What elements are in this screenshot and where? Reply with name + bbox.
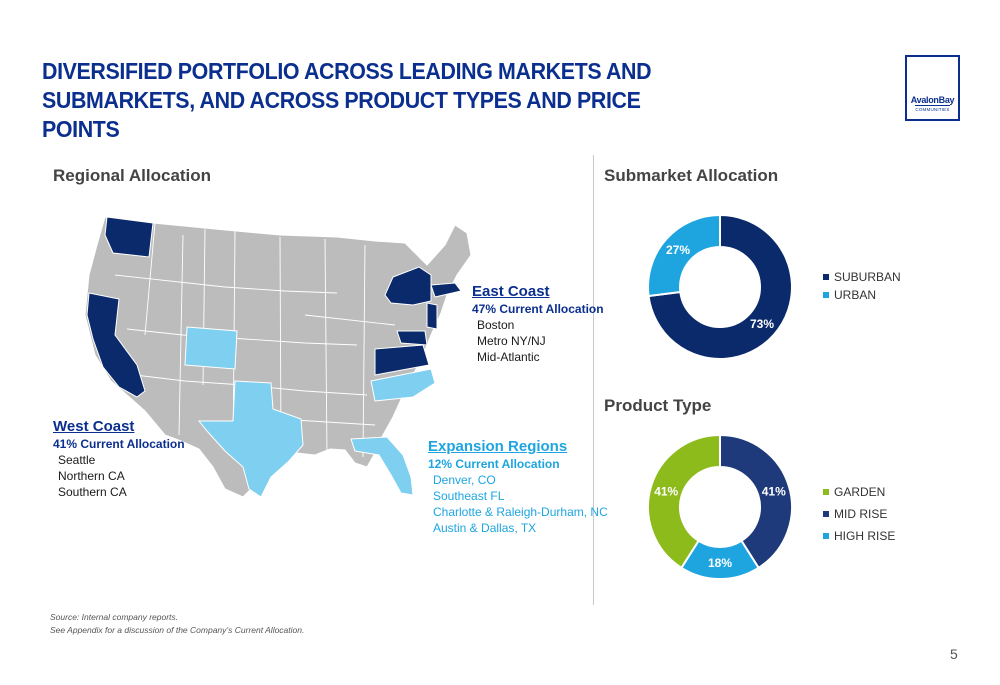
expansion-market: Southeast FL: [433, 489, 505, 503]
state-new-jersey: [426, 302, 438, 330]
west-coast-allocation: 41% Current Allocation: [53, 437, 185, 451]
legend-label: MID RISE: [834, 507, 888, 521]
legend-label: HIGH RISE: [834, 529, 896, 543]
state-maryland: [396, 330, 428, 346]
legend-label: SUBURBAN: [834, 270, 901, 284]
donut-slice-garden: [647, 433, 721, 570]
state-massachusetts: [430, 282, 462, 298]
page-title: DIVERSIFIED PORTFOLIO ACROSS LEADING MAR…: [42, 58, 652, 142]
donut-data-label: 41%: [762, 484, 786, 498]
state-virginia: [374, 344, 430, 376]
donut-slice-urban: [647, 213, 721, 298]
legend-entry: HIGH RISE: [823, 525, 895, 547]
product-type-donut-chart: 41% 18% 41%: [647, 433, 793, 580]
legend-entry: MID RISE: [823, 503, 895, 525]
state-colorado: [184, 326, 238, 370]
donut-data-label: 73%: [750, 317, 774, 331]
legend-swatch: [823, 292, 829, 298]
expansion-market: Austin & Dallas, TX: [433, 521, 537, 535]
state-north-carolina: [370, 368, 436, 402]
expansion-market: Denver, CO: [433, 473, 496, 487]
legend-label: URBAN: [834, 288, 877, 302]
column-divider: [593, 155, 594, 605]
legend-swatch: [823, 274, 829, 280]
legend-swatch: [823, 489, 829, 495]
west-coast-market: Southern CA: [58, 485, 127, 499]
expansion-regions-allocation: 12% Current Allocation: [428, 457, 560, 471]
state-california: [86, 292, 146, 398]
east-coast-market: Mid-Atlantic: [477, 350, 540, 364]
east-coast-market: Metro NY/NJ: [477, 334, 546, 348]
state-florida: [350, 436, 414, 496]
west-coast-market: Northern CA: [58, 469, 125, 483]
logo-brand: AvalonBay: [910, 95, 955, 105]
logo-sub: COMMUNITIES: [915, 107, 950, 112]
state-washington: [104, 216, 154, 258]
legend-entry: GARDEN: [823, 481, 895, 503]
west-coast-market: Seattle: [58, 453, 96, 467]
donut-slice-suburban: [647, 213, 793, 360]
product-type-heading: Product Type: [604, 396, 712, 415]
legend-swatch: [823, 533, 829, 539]
legend-entry: URBAN: [823, 286, 901, 304]
expansion-market: Charlotte & Raleigh-Durham, NC: [433, 505, 608, 519]
east-coast-name: East Coast: [472, 283, 550, 300]
east-coast-callout: East Coast 47% Current Allocation Boston…: [472, 282, 604, 365]
submarket-legend: SUBURBAN URBAN: [823, 268, 901, 304]
submarket-allocation-heading: Submarket Allocation: [604, 166, 779, 185]
product-type-legend: GARDEN MID RISE HIGH RISE: [823, 481, 895, 547]
donut-slice-mid-rise: [719, 433, 793, 570]
footnotes: Source: Internal company reports. See Ap…: [50, 611, 304, 637]
legend-entry: SUBURBAN: [823, 268, 901, 286]
donut-data-label: 27%: [666, 243, 690, 257]
donut-data-label: 18%: [708, 556, 732, 570]
state-texas: [197, 380, 304, 498]
legend-label: GARDEN: [834, 485, 886, 499]
west-coast-callout: West Coast 41% Current Allocation Seattl…: [53, 417, 185, 500]
east-coast-allocation: 47% Current Allocation: [472, 302, 604, 316]
legend-swatch: [823, 511, 829, 517]
donut-data-label: 41%: [654, 484, 678, 498]
west-coast-name: West Coast: [53, 418, 135, 435]
state-new-york: [384, 266, 432, 306]
east-coast-market: Boston: [477, 318, 515, 332]
us-map: [84, 216, 472, 498]
expansion-regions-callout: Expansion Regions 12% Current Allocation…: [428, 437, 608, 536]
logo-rule: [915, 105, 950, 106]
expansion-regions-name: Expansion Regions: [428, 438, 568, 455]
regional-allocation-heading: Regional Allocation: [53, 166, 212, 185]
page-number: 5: [950, 646, 958, 662]
footnote-source: Source: Internal company reports.: [50, 612, 179, 622]
footnote-appendix: See Appendix for a discussion of the Com…: [50, 625, 305, 635]
submarket-donut-chart: 73% 27%: [647, 213, 793, 360]
us-land-shape: [84, 216, 472, 498]
avalonbay-logo: AvalonBay COMMUNITIES: [905, 55, 960, 121]
